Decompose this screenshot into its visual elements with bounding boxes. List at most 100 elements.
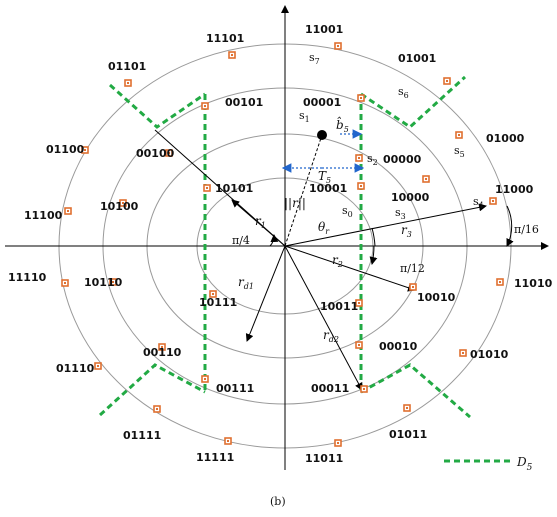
angle-label-pi12: π/12 bbox=[400, 262, 425, 275]
codeword-01110: 01110 bbox=[56, 362, 95, 375]
constellation-point-center bbox=[360, 97, 362, 99]
constellation-point-center bbox=[204, 105, 206, 107]
constellation-point-center bbox=[446, 80, 448, 82]
constellation-point-center bbox=[97, 365, 99, 367]
codeword-10101: 10101 bbox=[215, 182, 253, 195]
codeword-00110: 00110 bbox=[143, 346, 182, 359]
codeword-10011: 10011 bbox=[320, 300, 358, 313]
arc-pi16 bbox=[506, 205, 514, 247]
symbol-s4: s4 bbox=[473, 195, 484, 210]
codeword-01010: 01010 bbox=[470, 348, 509, 361]
codeword-11111: 11111 bbox=[196, 451, 234, 464]
arc-pi4 bbox=[269, 234, 279, 247]
codeword-11010: 11010 bbox=[514, 277, 553, 290]
constellation-point-center bbox=[161, 346, 163, 348]
codeword-01111: 01111 bbox=[123, 429, 161, 442]
codeword-11000: 11000 bbox=[495, 183, 534, 196]
constellation-point-center bbox=[122, 202, 124, 204]
vector-group bbox=[154, 129, 487, 391]
constellation-point-center bbox=[84, 149, 86, 151]
codeword-11101: 11101 bbox=[206, 32, 244, 45]
constellation-point-center bbox=[462, 352, 464, 354]
constellation-point-center bbox=[227, 440, 229, 442]
symbol-s1: s1 bbox=[299, 109, 310, 124]
symbol-s5: s5 bbox=[454, 144, 465, 159]
codeword-00000: 00000 bbox=[383, 153, 422, 166]
codeword-00011: 00011 bbox=[311, 382, 349, 395]
codeword-10000: 10000 bbox=[391, 191, 430, 204]
vector-rd2 bbox=[284, 245, 363, 391]
received-point bbox=[317, 130, 327, 140]
constellation-point-center bbox=[358, 302, 360, 304]
angle-label-pi4: π/4 bbox=[232, 234, 250, 247]
label-r3: r3 bbox=[401, 223, 412, 239]
label-rd2: rd2 bbox=[323, 328, 339, 344]
constellation-point-center bbox=[67, 210, 69, 212]
constellation-point-center bbox=[112, 281, 114, 283]
codeword-10010: 10010 bbox=[417, 291, 456, 304]
constellation-point-center bbox=[127, 82, 129, 84]
vector-r2 bbox=[284, 245, 416, 292]
label-r2: r2 bbox=[332, 253, 343, 269]
codeword-10110: 10110 bbox=[84, 276, 123, 289]
symbol-s2: s2 bbox=[367, 152, 378, 167]
legend-label: D5 bbox=[516, 455, 533, 473]
codeword-11011: 11011 bbox=[305, 452, 343, 465]
constellation-point-center bbox=[206, 187, 208, 189]
symbol-s0: s0 bbox=[342, 204, 353, 219]
boundary-lower-left bbox=[98, 363, 206, 417]
constellation-point-center bbox=[360, 185, 362, 187]
constellation-point-center bbox=[212, 293, 214, 295]
codeword-01011: 01011 bbox=[389, 428, 427, 441]
vector-rd1 bbox=[245, 245, 286, 342]
angle-label-pi16: π/16 bbox=[514, 223, 539, 236]
arc-theta bbox=[371, 227, 376, 247]
codeword-00101: 00101 bbox=[225, 96, 263, 109]
constellation-point-center bbox=[499, 281, 501, 283]
label-theta: θr bbox=[318, 220, 330, 236]
received-vector bbox=[284, 134, 323, 247]
constellation-point-center bbox=[412, 286, 414, 288]
constellation-point-center bbox=[168, 152, 170, 154]
codeword-10001: 10001 bbox=[309, 182, 347, 195]
codeword-11100: 11100 bbox=[24, 209, 63, 222]
constellation-point-center bbox=[337, 442, 339, 444]
codeword-10111: 10111 bbox=[199, 296, 237, 309]
constellation-point-center bbox=[358, 157, 360, 159]
codeword-01001: 01001 bbox=[398, 52, 436, 65]
constellation-point-center bbox=[204, 378, 206, 380]
label-r-norm: ||r|| bbox=[284, 196, 306, 210]
codeword-00100: 00100 bbox=[136, 147, 175, 160]
constellation-points bbox=[61, 42, 504, 447]
constellation-point-center bbox=[64, 282, 66, 284]
ray-upper-left bbox=[154, 129, 286, 247]
constellation-point-center bbox=[363, 388, 365, 390]
label-rd1: rd1 bbox=[238, 275, 254, 291]
codeword-01101: 01101 bbox=[108, 60, 146, 73]
constellation-point-center bbox=[406, 407, 408, 409]
codeword-11001: 11001 bbox=[305, 23, 343, 36]
label-b5: b̂5 bbox=[336, 115, 349, 134]
constellation-point-center bbox=[492, 200, 494, 202]
constellation-point-center bbox=[156, 408, 158, 410]
constellation-point-center bbox=[458, 134, 460, 136]
symbol-s6: s6 bbox=[398, 85, 409, 100]
codeword-11110: 11110 bbox=[8, 271, 47, 284]
codeword-01100: 01100 bbox=[46, 143, 85, 156]
decision-region-d5 bbox=[98, 75, 471, 419]
arc-pi12 bbox=[369, 245, 378, 265]
constellation-point-center bbox=[358, 344, 360, 346]
codeword-01000: 01000 bbox=[486, 132, 525, 145]
label-r1: r1 bbox=[255, 214, 266, 230]
symbol-s7: s7 bbox=[309, 51, 320, 66]
constellation-point-center bbox=[231, 54, 233, 56]
vector-r3 bbox=[284, 203, 487, 247]
boundary-lower-right bbox=[360, 363, 471, 419]
codeword-00001: 00001 bbox=[303, 96, 341, 109]
codeword-00111: 00111 bbox=[216, 382, 254, 395]
figure-caption: (b) bbox=[270, 495, 286, 508]
label-t5: T5 bbox=[318, 169, 331, 185]
symbol-s3: s3 bbox=[395, 206, 406, 221]
